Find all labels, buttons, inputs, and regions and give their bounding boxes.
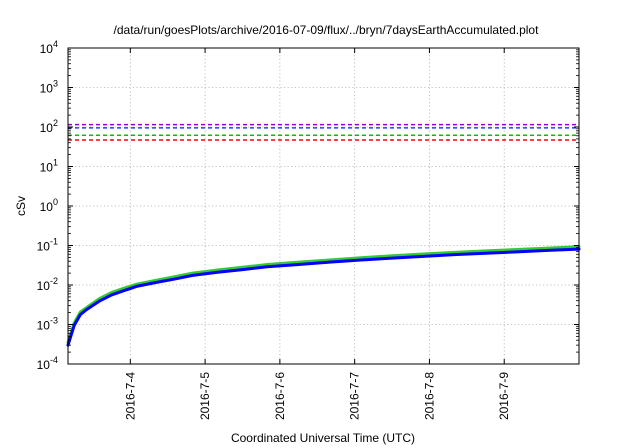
y-tick-label: 10-1 (37, 237, 58, 254)
y-tick-label: 102 (40, 118, 58, 135)
y-tick-label: 10-3 (37, 316, 58, 333)
series-line (66, 245, 581, 344)
x-tick-label: 2016-7-5 (198, 372, 212, 420)
x-tick-label: 2016-7-6 (273, 372, 287, 420)
y-tick-label: 103 (40, 79, 58, 96)
grid (68, 48, 579, 364)
y-tick-label: 100 (40, 197, 58, 214)
series-line (66, 247, 581, 347)
y-tick-label: 10-4 (37, 355, 58, 372)
reference-lines (68, 123, 579, 141)
x-tick-label: 2016-7-9 (497, 372, 511, 420)
y-tick-label: 101 (40, 158, 58, 175)
x-tick-label: 2016-7-7 (348, 372, 362, 420)
y-axis-label: cSv (14, 196, 28, 216)
x-axis-label: Coordinated Universal Time (UTC) (231, 431, 415, 445)
chart-title: /data/run/goesPlots/archive/2016-07-09/f… (114, 23, 540, 37)
x-tick-label: 2016-7-8 (422, 372, 436, 420)
y-ticks: 10-4 10-3 10-2 10-1 100 101 102 103 104 (37, 39, 579, 372)
x-tick-label: 2016-7-4 (123, 372, 137, 420)
x-ticks: 2016-7-4 2016-7-5 2016-7-6 2016-7-7 2016-7-8… (123, 48, 511, 420)
y-tick-label: 104 (40, 39, 58, 56)
y-tick-label: 10-2 (37, 276, 58, 293)
series-lines (66, 245, 581, 347)
